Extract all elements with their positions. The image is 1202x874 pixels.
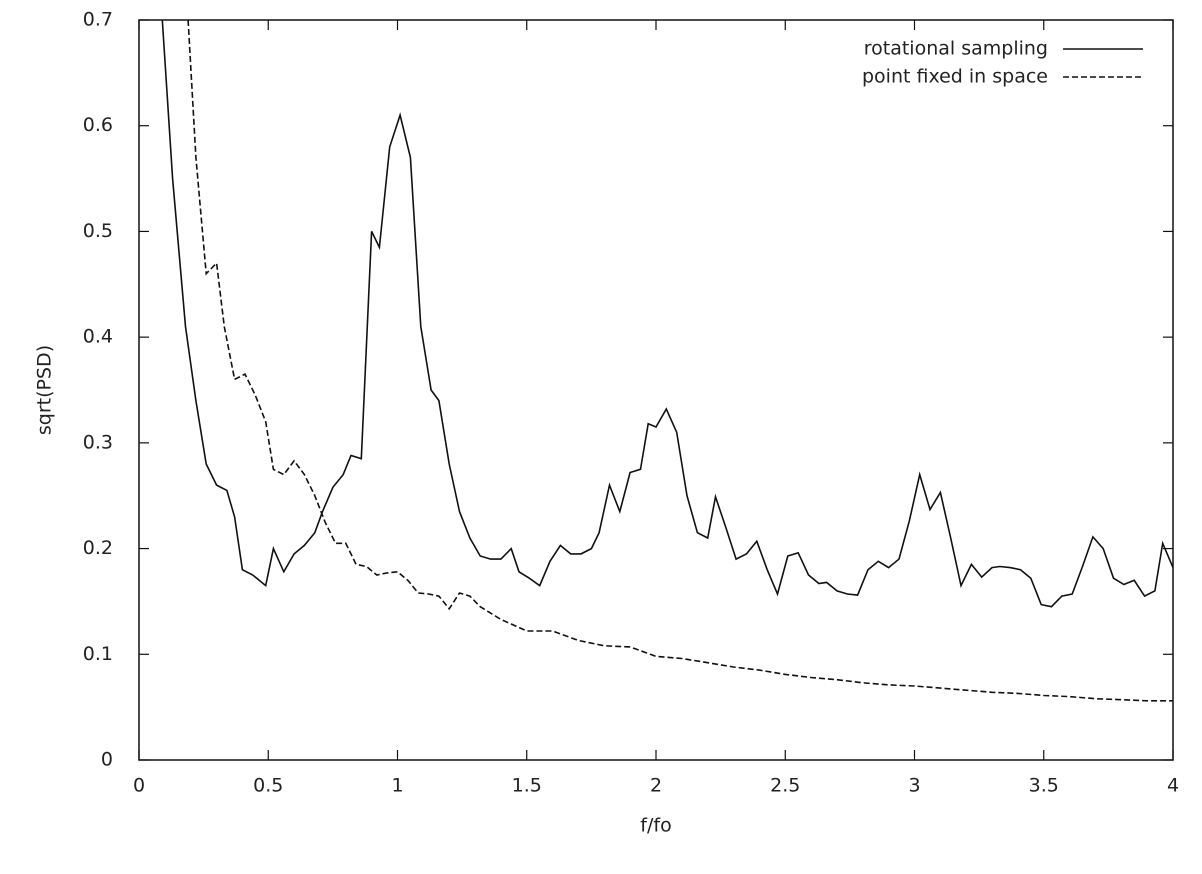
y-tick-label: 0.2 [83, 537, 113, 559]
plot-frame [138, 19, 1174, 761]
y-tick-label: 0.3 [83, 431, 113, 453]
data-line [161, 19, 1174, 608]
y-tick-label: 0 [101, 749, 113, 771]
x-tick-label: 1.5 [512, 775, 542, 797]
y-tick-label: 0.5 [83, 220, 113, 242]
x-tick-label: 1 [391, 775, 403, 797]
data-line [187, 19, 1173, 702]
y-tick-label: 0.1 [83, 643, 113, 665]
x-tick-label: 3.5 [1029, 775, 1059, 797]
x-axis-label: f/fo [640, 815, 671, 837]
x-tick-label: 3 [908, 775, 920, 797]
x-tick-label: 2.5 [770, 775, 800, 797]
legend-label: rotational sampling [864, 38, 1048, 60]
y-axis-label: sqrt(PSD) [34, 345, 56, 435]
x-tick-label: 0.5 [253, 775, 283, 797]
legend-label: point fixed in space [862, 66, 1048, 88]
x-tick-label: 2 [650, 775, 662, 797]
x-tick-label: 0 [133, 775, 145, 797]
y-tick-label: 0.4 [83, 326, 113, 348]
y-tick-label: 0.6 [83, 114, 113, 136]
x-tick-label: 4 [1167, 775, 1179, 797]
y-tick-label: 0.7 [83, 9, 113, 31]
